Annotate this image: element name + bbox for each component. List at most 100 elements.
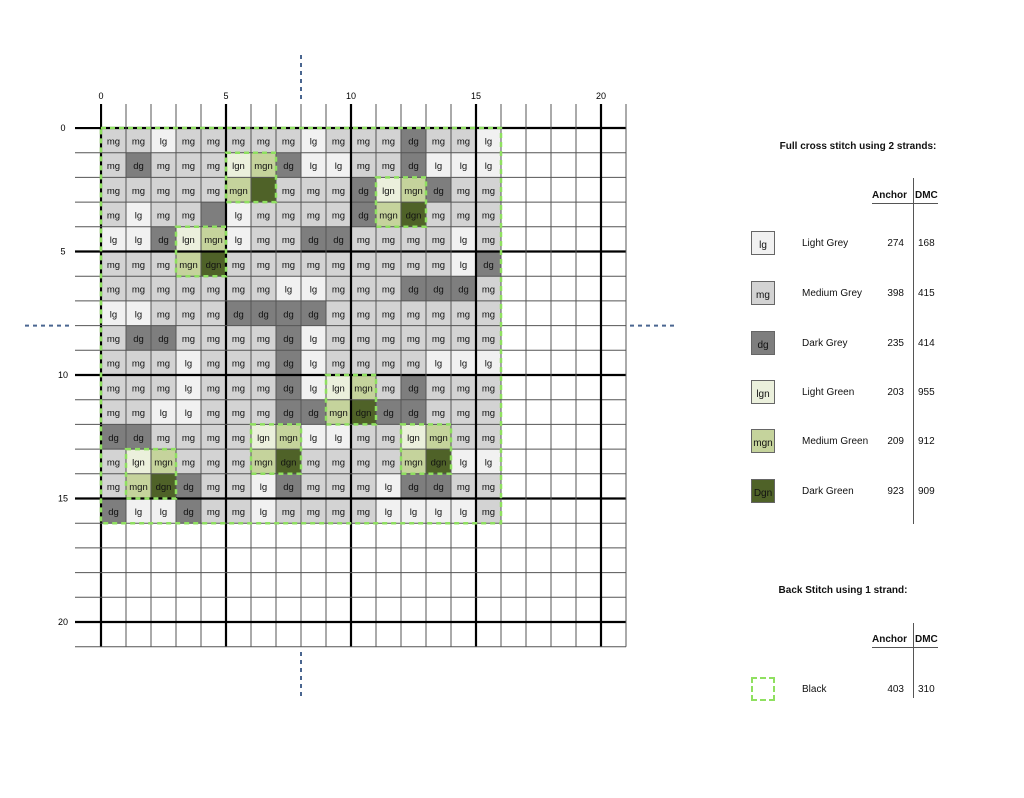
stitch-cell-mgn	[226, 177, 251, 203]
x-tick-label: 15	[471, 91, 481, 101]
backstitch-outline	[99, 126, 503, 525]
cell-label: lg	[135, 309, 142, 320]
cell-label: lg	[135, 235, 142, 246]
cell-label: mg	[107, 210, 120, 221]
stitch-cell-mg	[101, 152, 126, 178]
x-tick-label: 10	[346, 91, 356, 101]
stitch-cell-lg	[126, 498, 151, 524]
cell-label: mg	[182, 285, 195, 296]
cell-label: mg	[107, 457, 120, 468]
cell-label: mg	[407, 309, 420, 320]
cell-label: mg	[282, 235, 295, 246]
cell-label: mg	[182, 457, 195, 468]
cell-label: dg	[433, 482, 444, 493]
stitch-cell-lg	[476, 128, 501, 153]
cell-label: dg	[283, 359, 294, 370]
stitch-cell-mg	[326, 300, 351, 326]
stitch-cell-mg	[201, 325, 226, 351]
stitch-cell-dg	[351, 177, 376, 203]
stitch-cell-mg	[151, 152, 176, 178]
cell-label: mg	[232, 457, 245, 468]
cell-label: mg	[132, 408, 145, 419]
cell-label: mg	[382, 161, 395, 172]
stitch-cell-mg	[151, 251, 176, 277]
cell-label: mg	[107, 285, 120, 296]
cell-label: mg	[357, 334, 370, 345]
cell-label: mg	[457, 136, 470, 147]
stitch-cell-mg	[276, 202, 301, 227]
stitch-cell-mg	[176, 424, 201, 450]
stitch-cell-mg	[376, 375, 401, 400]
stitch-cell-mg	[476, 300, 501, 326]
stitch-cell-mg	[351, 325, 376, 351]
stitch-cell-lg	[276, 276, 301, 301]
stitch-cell-mg	[126, 375, 151, 400]
cell-label: mg	[257, 285, 270, 296]
stitch-cell-mg	[351, 226, 376, 252]
cell-label: lg	[435, 507, 442, 518]
stitch-cell-lg	[151, 399, 176, 425]
backstitch-outline	[324, 373, 378, 426]
cell-label: lgn	[132, 457, 145, 468]
stitch-cell-mg	[376, 128, 401, 153]
cell-label: dg	[358, 186, 369, 197]
cell-label: lg	[135, 507, 142, 518]
stitch-cell-mg	[176, 300, 201, 326]
stitch-cell-mg	[226, 375, 251, 400]
cell-label: dg	[483, 260, 494, 271]
stitch-cell-lg	[301, 128, 326, 153]
cell-label: mg	[207, 285, 220, 296]
stitch-cell-mg	[426, 300, 451, 326]
stitch-cell-lgn	[251, 424, 276, 450]
stitch-cell-lg	[126, 300, 151, 326]
stitch-cell-mg	[451, 128, 476, 153]
cell-label: dg	[408, 136, 419, 147]
cell-label: dg	[408, 161, 419, 172]
cell-label: mg	[382, 136, 395, 147]
cell-label: lg	[310, 359, 317, 370]
cell-label: lg	[110, 235, 117, 246]
stitch-cell-mg	[426, 202, 451, 227]
stitch-cell-mg	[101, 399, 126, 425]
cell-label: dg	[283, 408, 294, 419]
stitch-cell-mg	[176, 152, 201, 178]
cell-label: mg	[482, 482, 495, 493]
stitch-cell-mg	[476, 473, 501, 499]
cell-label: lg	[235, 235, 242, 246]
cell-label: mg	[382, 433, 395, 444]
stitch-cell-lg	[226, 202, 251, 227]
stitch-cell-mg	[351, 251, 376, 277]
thread-name: Light Grey	[802, 238, 849, 249]
stitch-cell-lg	[126, 202, 151, 227]
cell-label: mg	[157, 285, 170, 296]
stitch-cell-mg	[226, 128, 251, 153]
swatch-label: mg	[756, 290, 770, 301]
backstitch-outline	[249, 423, 303, 476]
cell-label: mg	[482, 235, 495, 246]
stitch-cell-mg	[376, 152, 401, 178]
stitch-cell-mg	[301, 449, 326, 474]
stitch-cell-dg	[126, 424, 151, 450]
stitch-cell-mg	[226, 325, 251, 351]
stitch-cell-dg	[301, 300, 326, 326]
stitch-cell-mg	[101, 276, 126, 301]
cell-label: mgn	[154, 457, 172, 468]
stitch-cell-lg	[101, 300, 126, 326]
thread-swatch: dg	[751, 331, 775, 355]
stitch-cell-mg	[251, 128, 276, 153]
cell-label: dg	[458, 285, 469, 296]
back-thread-name: Black	[802, 684, 827, 695]
stitch-cell-mgn	[401, 449, 426, 474]
stitch-cell-dg	[201, 202, 226, 227]
cell-label: mg	[432, 235, 445, 246]
stitch-cell-dgn	[401, 202, 426, 227]
stitch-cell-mg	[326, 449, 351, 474]
stitch-cell-mg	[426, 251, 451, 277]
cell-label: dg	[133, 161, 144, 172]
stitch-cell-mg	[301, 251, 326, 277]
stitch-cell-dg	[276, 325, 301, 351]
stitch-cell-lg	[376, 473, 401, 499]
cell-label: dg	[283, 309, 294, 320]
thread-dmc: 909	[918, 486, 935, 497]
